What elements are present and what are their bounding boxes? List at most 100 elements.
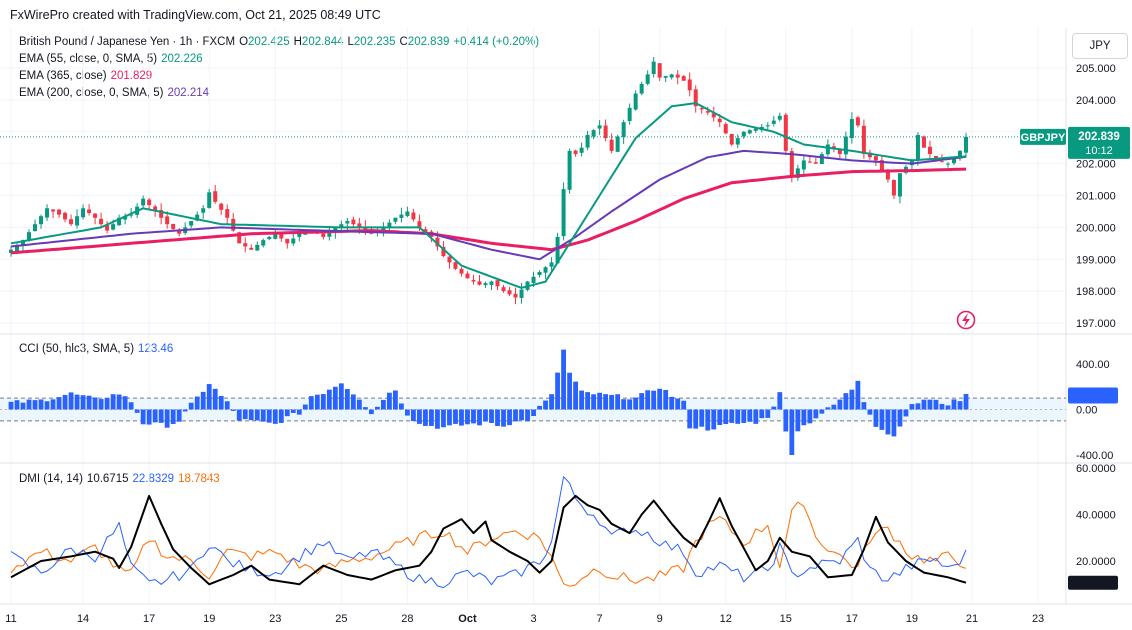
candle-body [165,216,170,225]
candle-body [945,163,950,165]
cci-bar [98,399,104,410]
cci-bar [62,394,68,410]
price-candles [9,56,968,305]
dmi-legend[interactable]: DMI (14, 14) 10.6715 22.8329 18.7843 [19,473,224,485]
candle-body [753,128,758,131]
ema365-value: 201.829 [110,70,153,82]
time-axis[interactable]: 11 14 17 19 23 25 28 Oct 3 7 9 12 15 17 19 21 23 [5,613,1044,625]
currency-button[interactable]: JPY [1072,33,1128,59]
cci-bar [152,409,158,423]
close-value: 202.839 [407,36,450,48]
candle-body [651,61,656,75]
candle-body [609,139,614,151]
cci-bar [284,409,290,417]
alert-bolt-icon[interactable] [956,310,976,330]
candle-body [681,76,686,81]
ema55-value: 202.226 [161,53,203,65]
candle-body [957,150,962,158]
open-label: O [239,36,249,48]
dmi-label: DMI (14, 14) [19,473,83,485]
candle-body [441,246,446,257]
ema55-legend[interactable]: EMA (55, close, 0, SMA, 5) 202.226 [19,53,207,65]
cci-bar [579,390,584,410]
cci-bar [813,409,819,419]
cci-bar [68,392,74,410]
candle-body [657,63,662,78]
candle-body [495,280,500,287]
cci-bar [717,409,723,425]
candle-body [255,244,260,251]
candle-body [339,224,344,227]
candle-body [363,227,368,231]
ema365-legend[interactable]: EMA (365, close) 201.829 [19,70,156,82]
candle-body [729,134,734,145]
time-tick-label: 21 [966,613,978,625]
cci-bar [615,394,621,410]
time-tick-label: 9 [657,613,663,625]
candle-body [147,199,152,206]
candle-body [75,216,80,226]
cci-bar [314,394,320,410]
cci-bar [459,409,464,426]
candle-body [327,232,332,237]
candle-body [964,136,968,153]
candle-body [411,212,416,220]
candle-body [591,130,596,137]
high-value: 202.844 [301,36,344,48]
price-tick-label: 205.000 [1076,63,1116,75]
dmi-lines [10,476,967,589]
candle-body [117,217,122,226]
candle-body [891,180,896,196]
candle-body [129,214,134,216]
candle-body [345,221,350,224]
candle-body [789,151,794,177]
cci-bar [290,409,296,413]
cci-tick-label: -400.00 [1076,450,1113,462]
candle-body [849,119,854,139]
cci-bar [80,395,86,410]
pane-separators [0,28,1132,605]
ema365-line [10,167,967,255]
symbol-description[interactable]: British Pound / Japanese Yen · 1h · FXCM [19,36,236,48]
candle-body [897,173,902,197]
candle-body [879,160,884,170]
cci-legend[interactable]: CCI (50, hlc3, SMA, 5) 123.46 [19,343,177,355]
cci-bar [146,409,152,425]
cci-bar [429,409,434,426]
time-tick-label: 7 [597,613,603,625]
candle-body [741,131,746,137]
candle-body [765,125,770,127]
cci-bar [591,394,597,410]
cci-bar [903,409,909,417]
cci-bar [843,393,849,410]
cci-bar [368,409,374,415]
dmi-tick-label: 20.0000 [1076,556,1116,568]
candle-body [747,130,752,134]
cci-bar [777,392,783,410]
candle-body [885,169,890,180]
cci-bar [465,409,470,425]
cci-bar [74,394,80,410]
ema200-legend[interactable]: EMA (200, close, 0, SMA, 5) 202.214 [19,87,213,99]
cci-bar [723,409,729,425]
price-tags: GBPJPY 202.839 10:12 [1020,126,1130,590]
cci-bar [350,394,356,410]
cci-bar [140,409,146,425]
chart-credit: FxWirePro created with TradingView.com, … [10,8,381,22]
cci-bar [657,388,663,410]
candle-body [195,214,200,221]
candle-body [423,229,428,233]
candle-body [549,262,554,267]
candle-body [573,150,578,155]
candle-body [843,136,848,155]
price-tick-label: 200.000 [1076,222,1116,234]
candle-body [921,136,926,148]
cci-bar [176,409,182,422]
cci-bar [56,397,62,410]
symbol-tag: GBPJPY [1021,132,1066,144]
cci-bar [747,409,753,422]
price-tick-label: 197.000 [1076,318,1116,330]
cci-bar [939,403,945,410]
candle-body [21,240,26,245]
